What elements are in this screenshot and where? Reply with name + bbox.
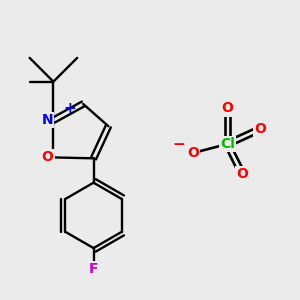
Text: −: − [172, 137, 185, 152]
Text: +: + [63, 101, 76, 116]
Text: Cl: Cl [220, 137, 235, 151]
Text: O: O [236, 167, 248, 181]
Text: O: O [221, 101, 233, 116]
Text: N: N [42, 113, 53, 127]
Text: F: F [89, 262, 98, 276]
Text: O: O [254, 122, 266, 136]
Text: O: O [41, 150, 53, 164]
Text: O: O [187, 146, 199, 160]
